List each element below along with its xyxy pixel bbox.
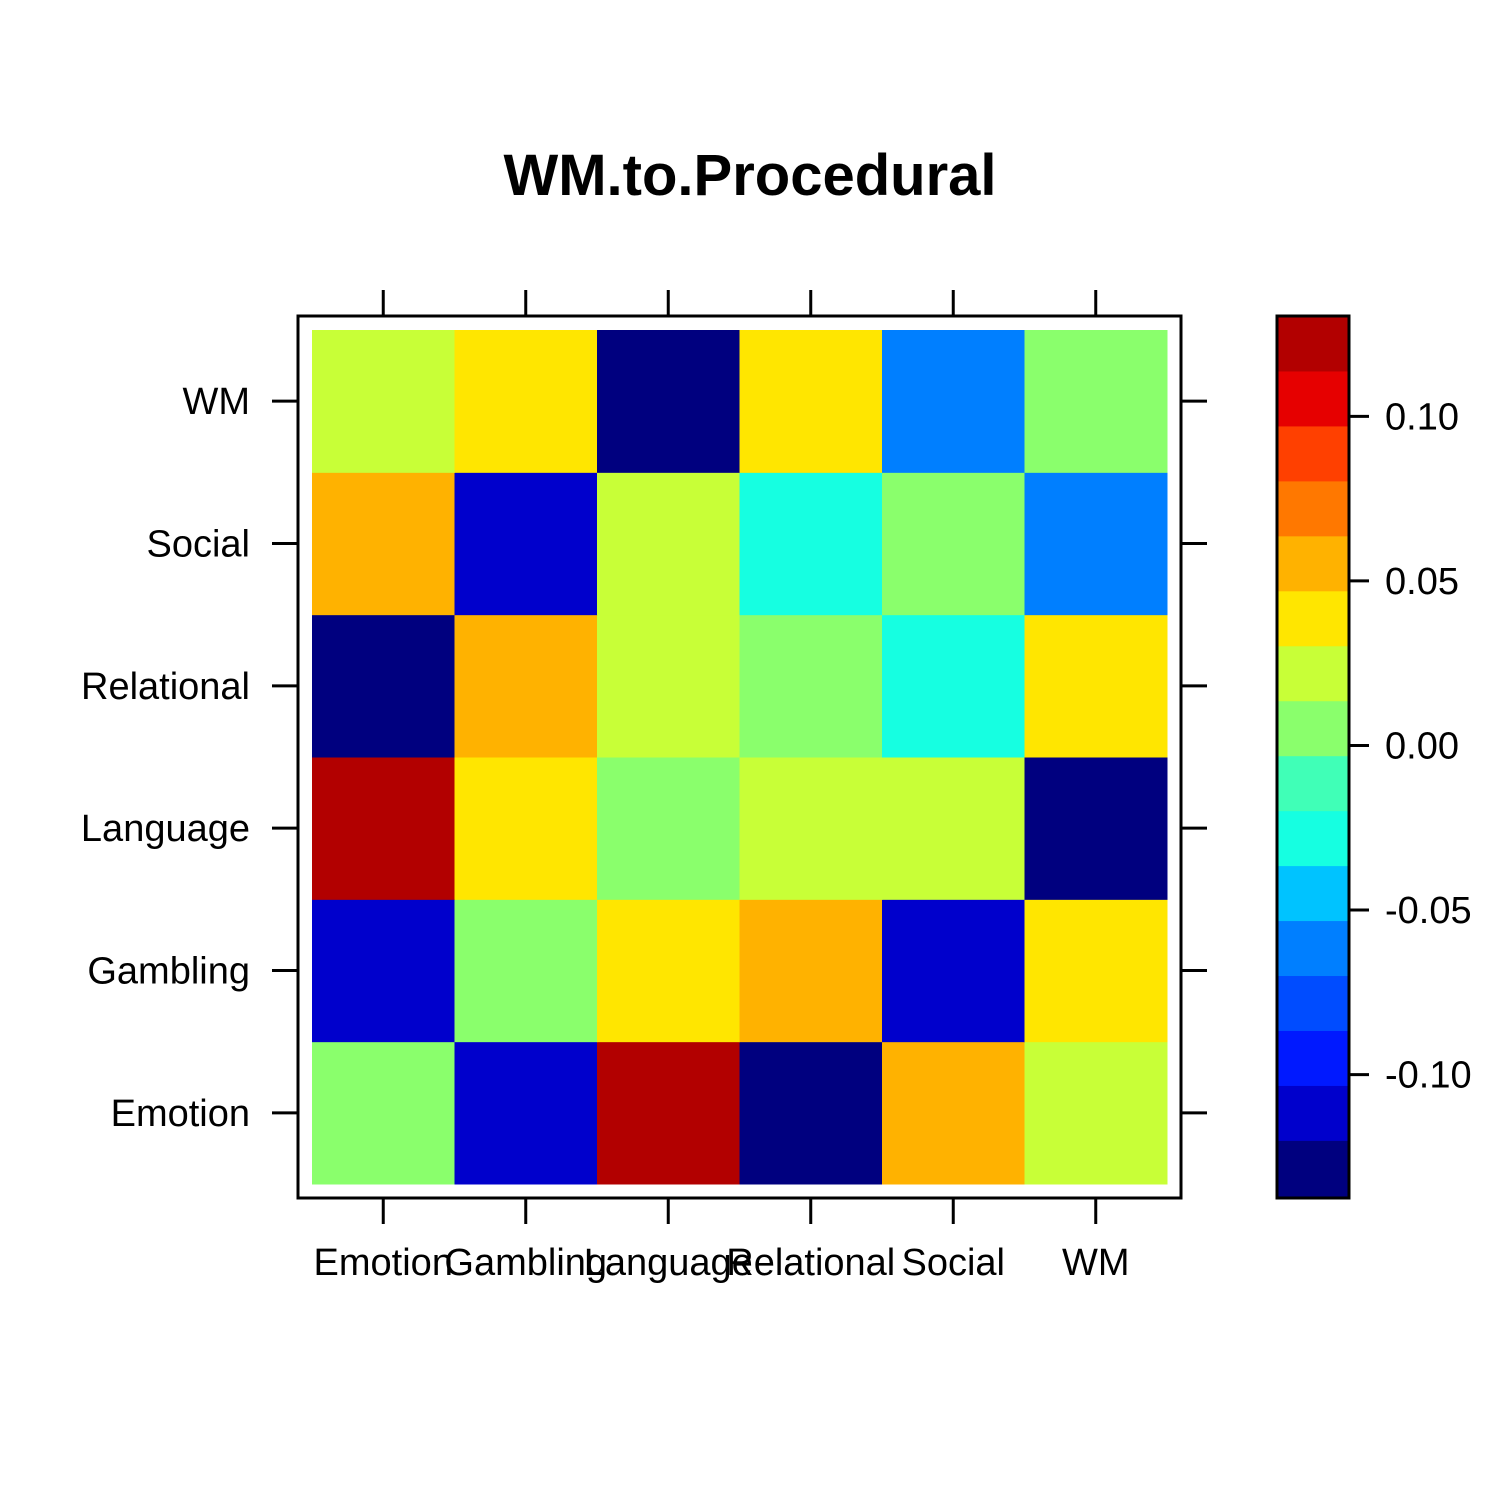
cell-relational-emotion — [312, 614, 455, 758]
cell-relational-gambling — [454, 614, 598, 758]
cell-wm-gambling — [454, 330, 598, 473]
cell-emotion-language — [597, 1041, 740, 1185]
cell-wm-language — [597, 330, 740, 473]
colorbar-tick-label: -0.05 — [1385, 890, 1472, 932]
x-tick-label: Gambling — [444, 1242, 607, 1284]
colorbar-segment — [1277, 1030, 1349, 1086]
cell-emotion-gambling — [454, 1041, 598, 1185]
cell-social-social — [882, 472, 1025, 616]
cell-emotion-social — [882, 1041, 1025, 1185]
cell-gambling-emotion — [312, 899, 455, 1043]
colorbar-tick-label: -0.10 — [1385, 1055, 1472, 1097]
colorbar-tick-label: 0.05 — [1385, 561, 1459, 603]
cell-language-language — [597, 757, 740, 900]
heatmap-cells — [312, 330, 1168, 1185]
colorbar-segment — [1277, 865, 1349, 922]
cell-wm-wm — [1024, 330, 1168, 473]
colorbar-segment — [1277, 810, 1349, 867]
cell-language-gambling — [454, 757, 598, 900]
cell-gambling-social — [882, 899, 1025, 1043]
cell-language-emotion — [312, 757, 455, 900]
y-tick-label: WM — [182, 381, 250, 423]
x-tick-label: Emotion — [314, 1242, 453, 1284]
cell-language-relational — [739, 757, 883, 900]
cell-gambling-wm — [1024, 899, 1168, 1043]
cell-social-emotion — [312, 472, 455, 616]
cell-emotion-emotion — [312, 1041, 455, 1185]
colorbar-tick-label: 0.10 — [1385, 396, 1459, 438]
colorbar-segment — [1277, 425, 1349, 482]
cell-wm-relational — [739, 330, 883, 473]
colorbar-segment — [1277, 755, 1349, 812]
cell-relational-wm — [1024, 614, 1168, 758]
cell-relational-language — [597, 614, 740, 758]
y-tick-label: Language — [81, 808, 250, 850]
cell-social-relational — [739, 472, 883, 616]
colorbar-segment — [1277, 1085, 1349, 1141]
cell-language-social — [882, 757, 1025, 900]
colorbar-tick-label: 0.00 — [1385, 725, 1459, 767]
y-axis: Emotion Gambling Language Relational Social W… — [81, 381, 1207, 1135]
colorbar-segment — [1277, 590, 1349, 647]
cell-language-wm — [1024, 757, 1168, 900]
colorbar-segment — [1277, 645, 1349, 702]
cell-emotion-wm — [1024, 1041, 1168, 1185]
cell-relational-social — [882, 614, 1025, 758]
cell-social-language — [597, 472, 740, 616]
cell-gambling-language — [597, 899, 740, 1043]
x-tick-label: Relational — [726, 1242, 895, 1284]
colorbar-segment — [1277, 370, 1349, 427]
cell-wm-emotion — [312, 330, 455, 473]
chart-title: WM.to.Procedural — [503, 143, 996, 208]
plot-frame — [296, 314, 1183, 1200]
cell-relational-relational — [739, 614, 883, 758]
colorbar: 0.10 0.05 0.00 -0.05 -0.10 — [1275, 314, 1472, 1200]
colorbar-segment — [1277, 316, 1349, 372]
x-tick-label: Language — [584, 1242, 753, 1284]
y-tick-label: Gambling — [87, 951, 250, 993]
colorbar-segment — [1277, 700, 1349, 757]
y-tick-label: Relational — [81, 666, 250, 708]
colorbar-segment — [1277, 1140, 1349, 1199]
x-tick-label: Social — [902, 1242, 1006, 1284]
cell-emotion-relational — [739, 1041, 883, 1185]
y-tick-label: Social — [147, 524, 251, 566]
cell-social-gambling — [454, 472, 598, 616]
colorbar-segment — [1277, 975, 1349, 1031]
colorbar-segment — [1277, 480, 1349, 537]
y-tick-label: Emotion — [111, 1093, 250, 1135]
cell-gambling-gambling — [454, 899, 598, 1043]
cell-wm-social — [882, 330, 1025, 473]
cell-gambling-relational — [739, 899, 883, 1043]
x-tick-label: WM — [1062, 1242, 1130, 1284]
cell-social-wm — [1024, 472, 1168, 616]
colorbar-segment — [1277, 920, 1349, 977]
colorbar-frame — [1275, 314, 1351, 1200]
colorbar-segment — [1277, 535, 1349, 592]
